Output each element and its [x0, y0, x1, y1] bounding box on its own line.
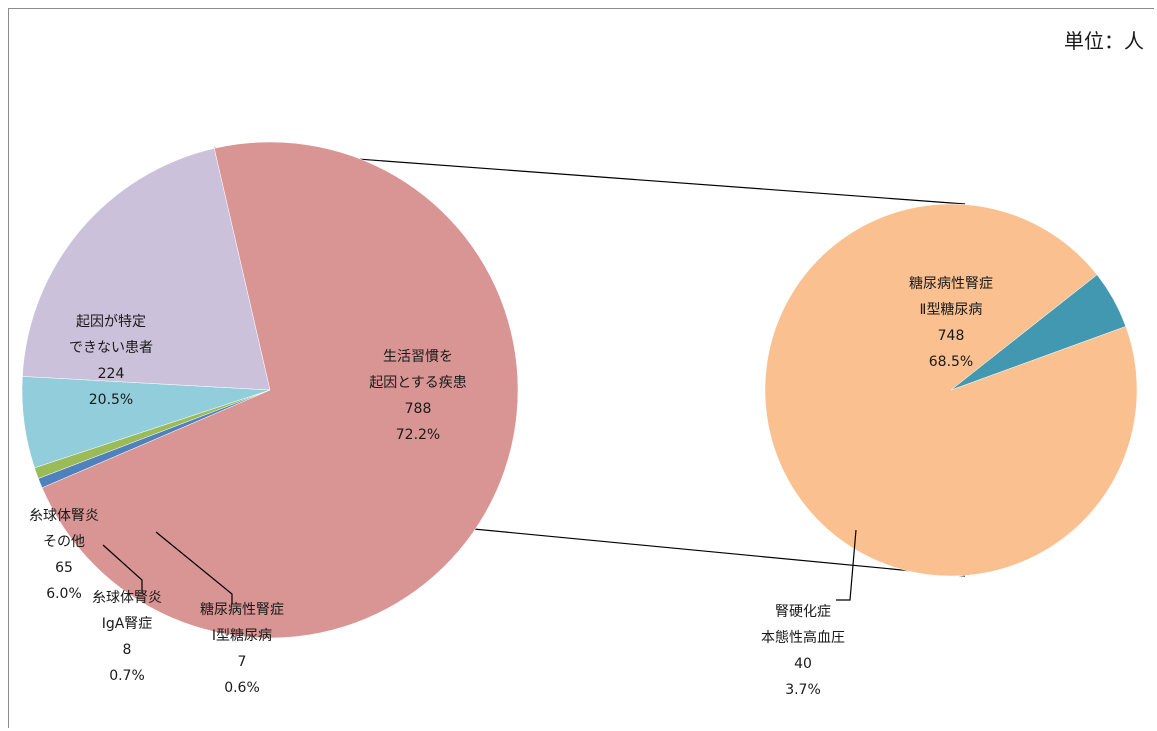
- data-label-nephrosclerosis-line-3: 3.7%: [785, 682, 821, 698]
- leader-line-iga: [102, 544, 143, 594]
- unit-label: 単位：人: [1064, 29, 1144, 53]
- data-label-dm1-line-1: Ⅰ型糖尿病: [212, 628, 272, 644]
- data-label-lifestyle-line-2: 788: [405, 401, 432, 417]
- secondary-pie: [764, 203, 1138, 577]
- data-label-nephrosclerosis-line-1: 本態性高血圧: [761, 629, 845, 646]
- data-label-gn-other-line-3: 6.0%: [46, 586, 82, 602]
- data-label-dm1-line-3: 0.6%: [224, 680, 260, 696]
- data-label-dm2-line-0: 糖尿病性腎症: [909, 276, 993, 292]
- data-label-gn-other-line-1: その他: [43, 534, 85, 550]
- data-label-unknown-line-0: 起因が特定: [76, 314, 146, 330]
- data-label-unknown-line-1: できない患者: [69, 340, 153, 356]
- primary-slice-unknown: [22, 148, 271, 391]
- data-label-dm1-line-2: 7: [238, 654, 247, 670]
- data-label-dm1-line-0: 糖尿病性腎症: [200, 602, 284, 618]
- leader-lines: [102, 529, 857, 604]
- data-label-unknown-line-2: 224: [98, 366, 125, 382]
- primary-pie: [21, 141, 519, 639]
- data-label-lifestyle-line-0: 生活習慣を: [383, 348, 453, 365]
- data-label-dm2-line-1: Ⅱ型糖尿病: [920, 302, 983, 318]
- data-label-unknown-line-3: 20.5%: [89, 392, 133, 408]
- leader-line-nephrosclerosis: [836, 529, 857, 601]
- data-label-iga-line-1: IgA腎症: [102, 616, 153, 632]
- data-label-lifestyle-line-3: 72.2%: [396, 427, 440, 443]
- data-label-dm2-line-2: 748: [938, 328, 965, 344]
- data-label-iga-line-2: 8: [123, 642, 132, 658]
- data-label-nephrosclerosis-line-2: 40: [794, 656, 812, 672]
- data-label-lifestyle-line-1: 起因とする疾患: [369, 375, 467, 391]
- data-label-iga: 糸球体腎炎 IgA腎症 8 0.7%: [92, 590, 162, 684]
- leader-line-dm1: [155, 531, 233, 604]
- data-label-gn-other-line-2: 65: [55, 560, 73, 576]
- data-label-iga-line-0: 糸球体腎炎: [92, 590, 162, 606]
- data-label-gn-other-line-0: 糸球体腎炎: [29, 508, 99, 524]
- data-label-iga-line-3: 0.7%: [109, 668, 145, 684]
- data-label-nephrosclerosis-line-0: 腎硬化症: [775, 604, 831, 620]
- primary-slice-lifestyle: [41, 141, 519, 639]
- data-label-dm2: 糖尿病性腎症 Ⅱ型糖尿病 748 68.5%: [909, 276, 993, 370]
- secondary-slice-nephrosclerosis: [950, 274, 1127, 391]
- data-label-dm2-line-3: 68.5%: [929, 354, 973, 370]
- data-label-dm1: 糖尿病性腎症 Ⅰ型糖尿病 7 0.6%: [200, 602, 284, 696]
